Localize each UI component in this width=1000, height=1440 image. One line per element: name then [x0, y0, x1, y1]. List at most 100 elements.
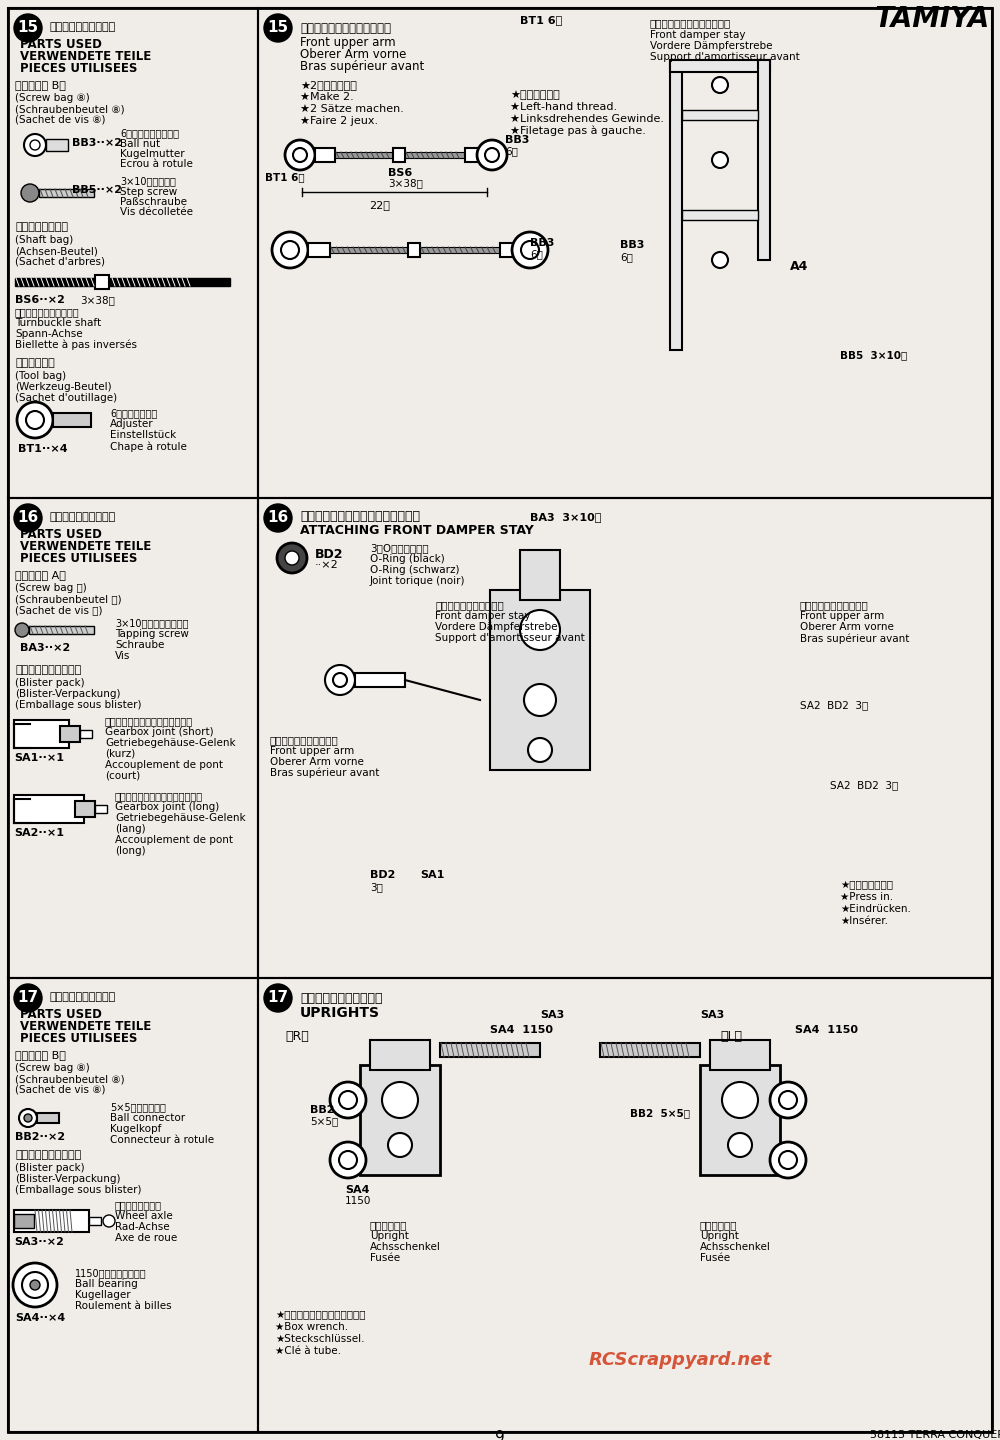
Bar [670, 60, 682, 350]
Text: (Blister pack): (Blister pack) [15, 1164, 85, 1174]
Text: （ビス袋詰 A）: （ビス袋詰 A） [15, 570, 66, 580]
Circle shape [285, 552, 299, 564]
Text: Front damper stay: Front damper stay [650, 30, 746, 40]
Bar [420, 248, 500, 253]
Circle shape [26, 410, 44, 429]
Text: Front damper stay: Front damper stay [435, 611, 530, 621]
Text: ホイールアクスル: ホイールアクスル [115, 1200, 162, 1210]
Text: Front upper arm: Front upper arm [270, 746, 354, 756]
Text: Tapping screw: Tapping screw [115, 629, 189, 639]
Bar [8, 498, 258, 978]
Circle shape [382, 1081, 418, 1117]
Text: フロントアッパーロッド: フロントアッパーロッド [270, 734, 339, 744]
Circle shape [325, 665, 355, 696]
Text: SA3: SA3 [540, 1009, 564, 1020]
Text: (Schraubenbeutel ⓐ): (Schraubenbeutel ⓐ) [15, 593, 122, 603]
Circle shape [30, 1280, 40, 1290]
Text: 6㎜: 6㎜ [620, 252, 633, 262]
Bar [308, 243, 330, 256]
Text: (Sachet d'outillage): (Sachet d'outillage) [15, 393, 117, 403]
Text: (Schraubenbeutel ⑧): (Schraubenbeutel ⑧) [15, 1074, 125, 1084]
Text: BA3  3×10㎜: BA3 3×10㎜ [530, 513, 601, 521]
Text: BB3: BB3 [505, 135, 529, 145]
Text: (Schraubenbeutel ⑧): (Schraubenbeutel ⑧) [15, 104, 125, 114]
Circle shape [17, 402, 53, 438]
Text: BB5··×2: BB5··×2 [72, 184, 122, 194]
Circle shape [722, 1081, 758, 1117]
Bar [75, 801, 95, 816]
Text: BA3··×2: BA3··×2 [20, 644, 70, 652]
Text: SA2  BD2  3㎜: SA2 BD2 3㎜ [800, 700, 868, 710]
Circle shape [712, 252, 728, 268]
Text: ★Filetage pas à gauche.: ★Filetage pas à gauche. [510, 125, 646, 137]
Text: ターンバックルシャフト: ターンバックルシャフト [15, 307, 80, 317]
Text: ギヤーボックスジョイント（長）: ギヤーボックスジョイント（長） [115, 791, 203, 801]
Text: アップライト: アップライト [370, 1220, 408, 1230]
Text: 16: 16 [267, 511, 289, 526]
Text: ★2 Sätze machen.: ★2 Sätze machen. [300, 104, 404, 114]
Text: Accouplement de pont: Accouplement de pont [115, 835, 233, 845]
Text: 3×10㎜タッピングビス: 3×10㎜タッピングビス [115, 618, 188, 628]
Text: Vis: Vis [115, 651, 130, 661]
Bar [46, 140, 68, 151]
Text: O-Ring (schwarz): O-Ring (schwarz) [370, 564, 460, 575]
Circle shape [14, 504, 42, 531]
Bar [60, 726, 80, 742]
Text: Rad-Achse: Rad-Achse [115, 1223, 170, 1233]
Text: BB2  5×5㎜: BB2 5×5㎜ [630, 1107, 690, 1117]
Text: Biellette à pas inversés: Biellette à pas inversés [15, 340, 137, 350]
Text: Gearbox joint (short): Gearbox joint (short) [105, 727, 214, 737]
Text: BS6··×2: BS6··×2 [15, 295, 65, 305]
Text: Einstellstück: Einstellstück [110, 431, 176, 441]
Bar [710, 1040, 770, 1070]
Text: 3㎜Oリング（黒）: 3㎜Oリング（黒） [370, 543, 429, 553]
Text: (Werkzeug-Beutel): (Werkzeug-Beutel) [15, 382, 112, 392]
Circle shape [14, 14, 42, 42]
Text: BT1 6㎜: BT1 6㎜ [520, 14, 562, 24]
Bar [520, 550, 560, 600]
Text: (Screw bag ⑧): (Screw bag ⑧) [15, 1063, 90, 1073]
Text: Joint torique (noir): Joint torique (noir) [370, 576, 466, 586]
Text: 〈使用する小物金具〉: 〈使用する小物金具〉 [50, 22, 116, 32]
Bar [465, 148, 485, 161]
Text: Vordere Dämpferstrebe: Vordere Dämpferstrebe [650, 40, 772, 50]
Text: フロントダンパーステーのとりつけ: フロントダンパーステーのとりつけ [300, 510, 420, 523]
Circle shape [485, 148, 499, 161]
Text: 9: 9 [495, 1430, 505, 1440]
Text: (Shaft bag): (Shaft bag) [15, 235, 73, 245]
Text: Vis décolletée: Vis décolletée [120, 207, 193, 217]
Bar [37, 1113, 59, 1123]
Text: (court): (court) [105, 770, 140, 780]
Text: 15: 15 [17, 20, 39, 36]
Text: ★Insérer.: ★Insérer. [840, 916, 888, 926]
Text: Kugellager: Kugellager [75, 1290, 131, 1300]
Text: 〈使用する小物金具〉: 〈使用する小物金具〉 [50, 513, 116, 521]
Text: (Sachet de vis ⑧): (Sachet de vis ⑧) [15, 115, 106, 125]
Circle shape [388, 1133, 412, 1156]
Circle shape [22, 1272, 48, 1297]
Text: Achsschenkel: Achsschenkel [700, 1241, 771, 1251]
Text: 3×38㎜: 3×38㎜ [388, 179, 423, 189]
Text: ★Eindrücken.: ★Eindrücken. [840, 904, 911, 914]
Bar [15, 278, 230, 287]
Circle shape [24, 1115, 32, 1122]
Text: (Emballage sous blister): (Emballage sous blister) [15, 1185, 142, 1195]
Circle shape [728, 1133, 752, 1156]
Text: SA2··×1: SA2··×1 [14, 828, 64, 838]
Text: 6㎜アジャスター: 6㎜アジャスター [110, 408, 157, 418]
Bar [500, 243, 522, 256]
Circle shape [520, 611, 560, 649]
Bar [258, 9, 992, 498]
Bar [330, 248, 410, 253]
Text: Bras supérieur avant: Bras supérieur avant [300, 60, 424, 73]
Text: (lang): (lang) [115, 824, 146, 834]
Text: ★逆ネジです。: ★逆ネジです。 [510, 89, 560, 99]
Bar [440, 1043, 540, 1057]
Text: Oberer Arm vorne: Oberer Arm vorne [270, 757, 364, 768]
Text: BB2: BB2 [310, 1104, 334, 1115]
Circle shape [264, 504, 292, 531]
Circle shape [264, 14, 292, 42]
Text: Turnbuckle shaft: Turnbuckle shaft [15, 318, 101, 328]
Bar [14, 1210, 89, 1233]
Text: Ball nut: Ball nut [120, 140, 160, 148]
